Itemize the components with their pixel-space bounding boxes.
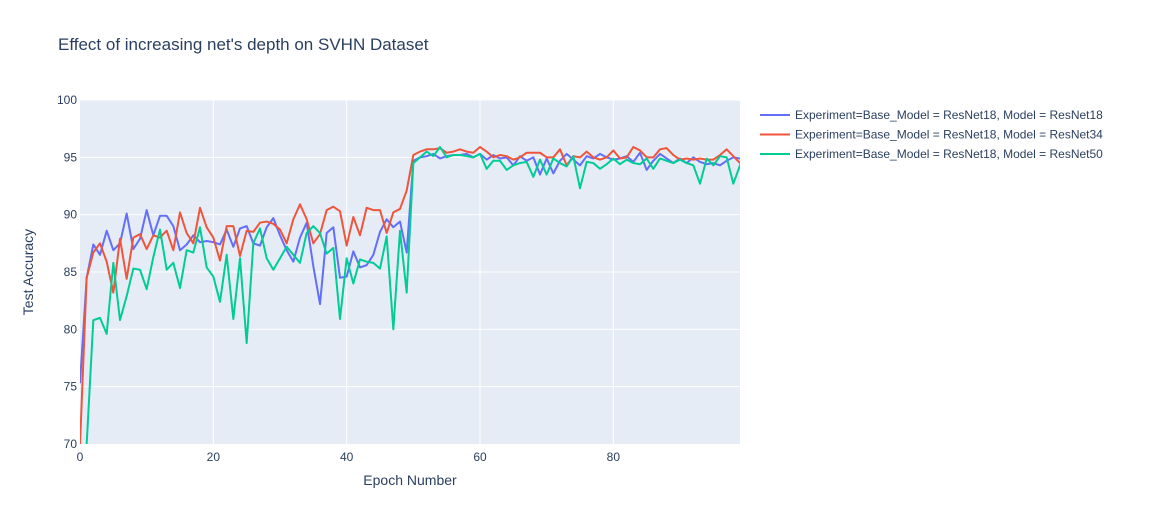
x-tick-label: 40 <box>340 450 354 464</box>
x-tick-label: 20 <box>207 450 221 464</box>
legend[interactable]: Experiment=Base_Model = ResNet18, Model … <box>760 108 1103 161</box>
y-tick-label: 90 <box>64 208 78 222</box>
series-line-2 <box>80 146 740 444</box>
y-axis-ticks: 70 75 80 85 90 95 100 <box>57 93 77 451</box>
y-tick-label: 100 <box>57 93 77 107</box>
grid-lines <box>80 99 740 444</box>
y-axis-title: Test Accuracy <box>20 229 36 315</box>
x-tick-label: 60 <box>473 450 487 464</box>
y-tick-label: 95 <box>64 150 78 164</box>
series-lines <box>80 146 740 444</box>
y-tick-label: 80 <box>64 322 78 336</box>
x-axis-title: Epoch Number <box>363 472 457 488</box>
x-axis-ticks: 0 20 40 60 80 <box>77 450 621 464</box>
y-tick-label: 85 <box>64 265 78 279</box>
x-tick-label: 0 <box>77 450 84 464</box>
legend-label: Experiment=Base_Model = ResNet18, Model … <box>795 108 1103 122</box>
legend-label: Experiment=Base_Model = ResNet18, Model … <box>795 128 1103 142</box>
chart-title: Effect of increasing net's depth on SVHN… <box>58 35 429 54</box>
y-tick-label: 75 <box>64 380 78 394</box>
y-tick-label: 70 <box>64 437 78 451</box>
series-line-3 <box>85 146 740 444</box>
legend-item-1[interactable]: Experiment=Base_Model = ResNet18, Model … <box>760 108 1103 122</box>
legend-item-2[interactable]: Experiment=Base_Model = ResNet18, Model … <box>760 128 1103 142</box>
legend-label: Experiment=Base_Model = ResNet18, Model … <box>795 147 1103 161</box>
x-tick-label: 80 <box>607 450 621 464</box>
legend-item-3[interactable]: Experiment=Base_Model = ResNet18, Model … <box>760 147 1103 161</box>
